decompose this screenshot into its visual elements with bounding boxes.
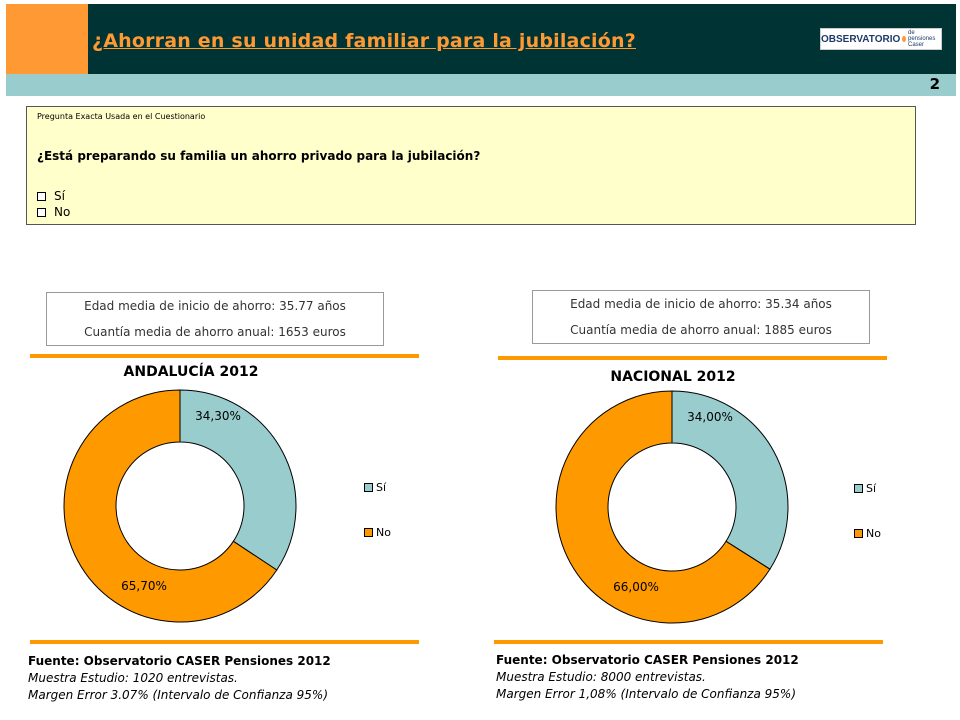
logo-subtext: de pensiones Caser: [907, 30, 936, 48]
nacional-donut-chart: 34,00% 66,00%: [555, 390, 789, 624]
legend-label: Sí: [376, 480, 387, 494]
legend-item-no: No: [854, 526, 881, 540]
slice-no: [63, 389, 278, 623]
data-label-no: 65,70%: [121, 579, 167, 593]
nacional-chart-title: NACIONAL 2012: [610, 369, 736, 385]
legend-item-no: No: [364, 525, 391, 539]
question-label: Pregunta Exacta Usada en el Cuestionario: [37, 112, 206, 121]
andalucia-stat-age: Edad media de inicio de ahorro: 35.77 añ…: [84, 299, 346, 313]
header-subbar: [6, 74, 956, 96]
observatorio-logo: OBSERVATORIO de pensiones Caser: [820, 28, 942, 50]
option-no: No: [37, 205, 70, 219]
andalucia-chart-title: ANDALUCÍA 2012: [123, 364, 259, 380]
legend-item-si: Sí: [364, 480, 391, 494]
option-si: Sí: [37, 189, 65, 203]
page-number: 2: [929, 75, 940, 93]
source-sample: Muestra Estudio: 1020 entrevistas.: [28, 671, 238, 685]
logo-text: OBSERVATORIO: [821, 33, 901, 45]
nacional-source: Fuente: Observatorio CASER Pensiones 201…: [496, 652, 799, 703]
legend-swatch-no: [854, 528, 863, 538]
source-sample: Muestra Estudio: 8000 entrevistas.: [496, 670, 706, 684]
page-title: ¿Ahorran en su unidad familiar para la j…: [92, 30, 636, 52]
nacional-legend: Sí No: [854, 481, 881, 540]
question-box: Pregunta Exacta Usada en el Cuestionario…: [26, 106, 916, 225]
question-text: ¿Está preparando su familia un ahorro pr…: [37, 149, 481, 163]
andalucia-legend: Sí No: [364, 480, 391, 539]
nacional-bottom-rule: [494, 640, 883, 644]
nacional-stat-age: Edad media de inicio de ahorro: 35.34 añ…: [570, 297, 832, 311]
source-error: Margen Error 1,08% (Intervalo de Confian…: [496, 687, 796, 701]
header-accent-block: [6, 4, 88, 74]
legend-label: No: [376, 525, 391, 539]
slice-si: [671, 390, 789, 570]
legend-swatch-si: [854, 483, 863, 493]
legend-label: Sí: [866, 481, 877, 495]
header-bar: [88, 4, 956, 74]
checkbox-icon: [37, 191, 46, 201]
slice-si: [179, 389, 297, 571]
legend-swatch-si: [364, 482, 373, 492]
source-title: Fuente: Observatorio CASER Pensiones 201…: [496, 653, 799, 667]
andalucia-source: Fuente: Observatorio CASER Pensiones 201…: [28, 653, 331, 704]
source-title: Fuente: Observatorio CASER Pensiones 201…: [28, 654, 331, 668]
nacional-stats-box: Edad media de inicio de ahorro: 35.34 añ…: [532, 290, 870, 344]
nacional-top-rule: [498, 356, 887, 360]
legend-item-si: Sí: [854, 481, 881, 495]
slice-no: [555, 390, 771, 624]
checkbox-icon: [37, 207, 46, 217]
andalucia-donut-chart: 34,30% 65,70%: [63, 389, 297, 623]
source-error: Margen Error 3.07% (Intervalo de Confian…: [28, 688, 328, 702]
option-label: Sí: [54, 189, 65, 203]
andalucia-stats-box: Edad media de inicio de ahorro: 35.77 añ…: [46, 292, 384, 346]
data-label-no: 66,00%: [613, 580, 659, 594]
legend-label: No: [866, 526, 881, 540]
nacional-stat-amount: Cuantía media de ahorro anual: 1885 euro…: [570, 323, 832, 337]
data-label-si: 34,30%: [195, 409, 241, 423]
andalucia-stat-amount: Cuantía media de ahorro anual: 1653 euro…: [84, 325, 346, 339]
legend-swatch-no: [364, 527, 373, 537]
option-label: No: [54, 205, 71, 219]
logo-mark-icon: [902, 36, 906, 42]
andalucia-bottom-rule: [30, 640, 419, 644]
data-label-si: 34,00%: [687, 410, 733, 424]
andalucia-top-rule: [30, 354, 419, 358]
